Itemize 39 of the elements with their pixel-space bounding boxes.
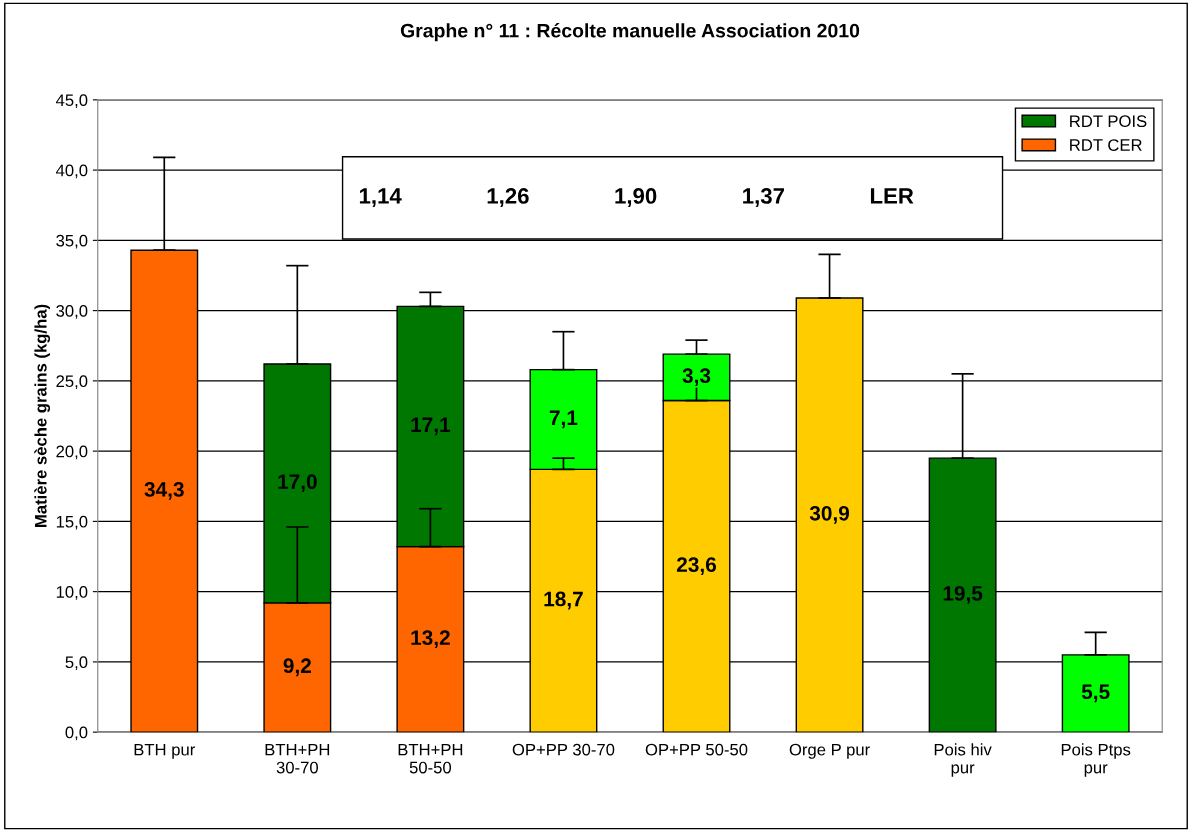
y-axis-title: Matière sèche grains (kg/ha): [34, 304, 51, 527]
y-tick-label: 35,0: [56, 234, 88, 249]
y-tick-label: 5,0: [65, 656, 88, 671]
x-tick-label: Pois Ptps pur: [1061, 743, 1131, 777]
annotation: 1,14: [359, 188, 402, 208]
data-label: 9,2: [283, 658, 311, 677]
y-tick-label: 0,0: [65, 726, 88, 741]
x-tick-label: Orge P pur: [789, 743, 870, 759]
annotation: LER: [870, 188, 914, 204]
y-tick-label: 25,0: [56, 375, 88, 390]
y-tick-label: 10,0: [56, 586, 88, 600]
x-tick-label: Pois hiv pur: [934, 743, 992, 777]
annotation: 1,26: [487, 188, 529, 208]
x-tick-label: OP+PP 50-50: [645, 743, 748, 756]
x-tick-label: OP+PP 30-70: [512, 743, 615, 756]
data-label: 19,5: [943, 586, 983, 604]
y-tick-label: 15,0: [56, 515, 88, 530]
data-label: 23,6: [676, 557, 717, 575]
data-label: 3,3: [682, 368, 711, 386]
data-label: 13,2: [411, 630, 450, 649]
data-label: 18,7: [544, 591, 583, 610]
data-label: 30,9: [809, 505, 850, 524]
data-label: 7,1: [549, 410, 578, 429]
chart-title: Graphe n° 11 : Récolte manuelle Association 2010: [400, 23, 860, 42]
data-label: 17,0: [278, 474, 317, 493]
data-label: 17,1: [411, 417, 451, 436]
y-tick-label: 30,0: [56, 305, 88, 319]
annotation: 1,90: [615, 188, 657, 208]
y-tick-label: 20,0: [56, 445, 88, 460]
annotation: 1,37: [743, 188, 785, 208]
data-label: 34,3: [144, 482, 184, 500]
legend-label: RDT POIS: [1070, 115, 1147, 128]
x-tick-label: BTH+PH 30-70: [265, 743, 330, 774]
x-tick-label: BTH pur: [134, 743, 196, 759]
legend-label: RDT CER: [1070, 139, 1142, 151]
x-tick-label: BTH+PH 50-50: [398, 743, 463, 774]
y-tick-label: 40,0: [55, 164, 88, 179]
data-label: 5,5: [1081, 684, 1110, 703]
y-tick-label: 45,0: [55, 94, 88, 109]
